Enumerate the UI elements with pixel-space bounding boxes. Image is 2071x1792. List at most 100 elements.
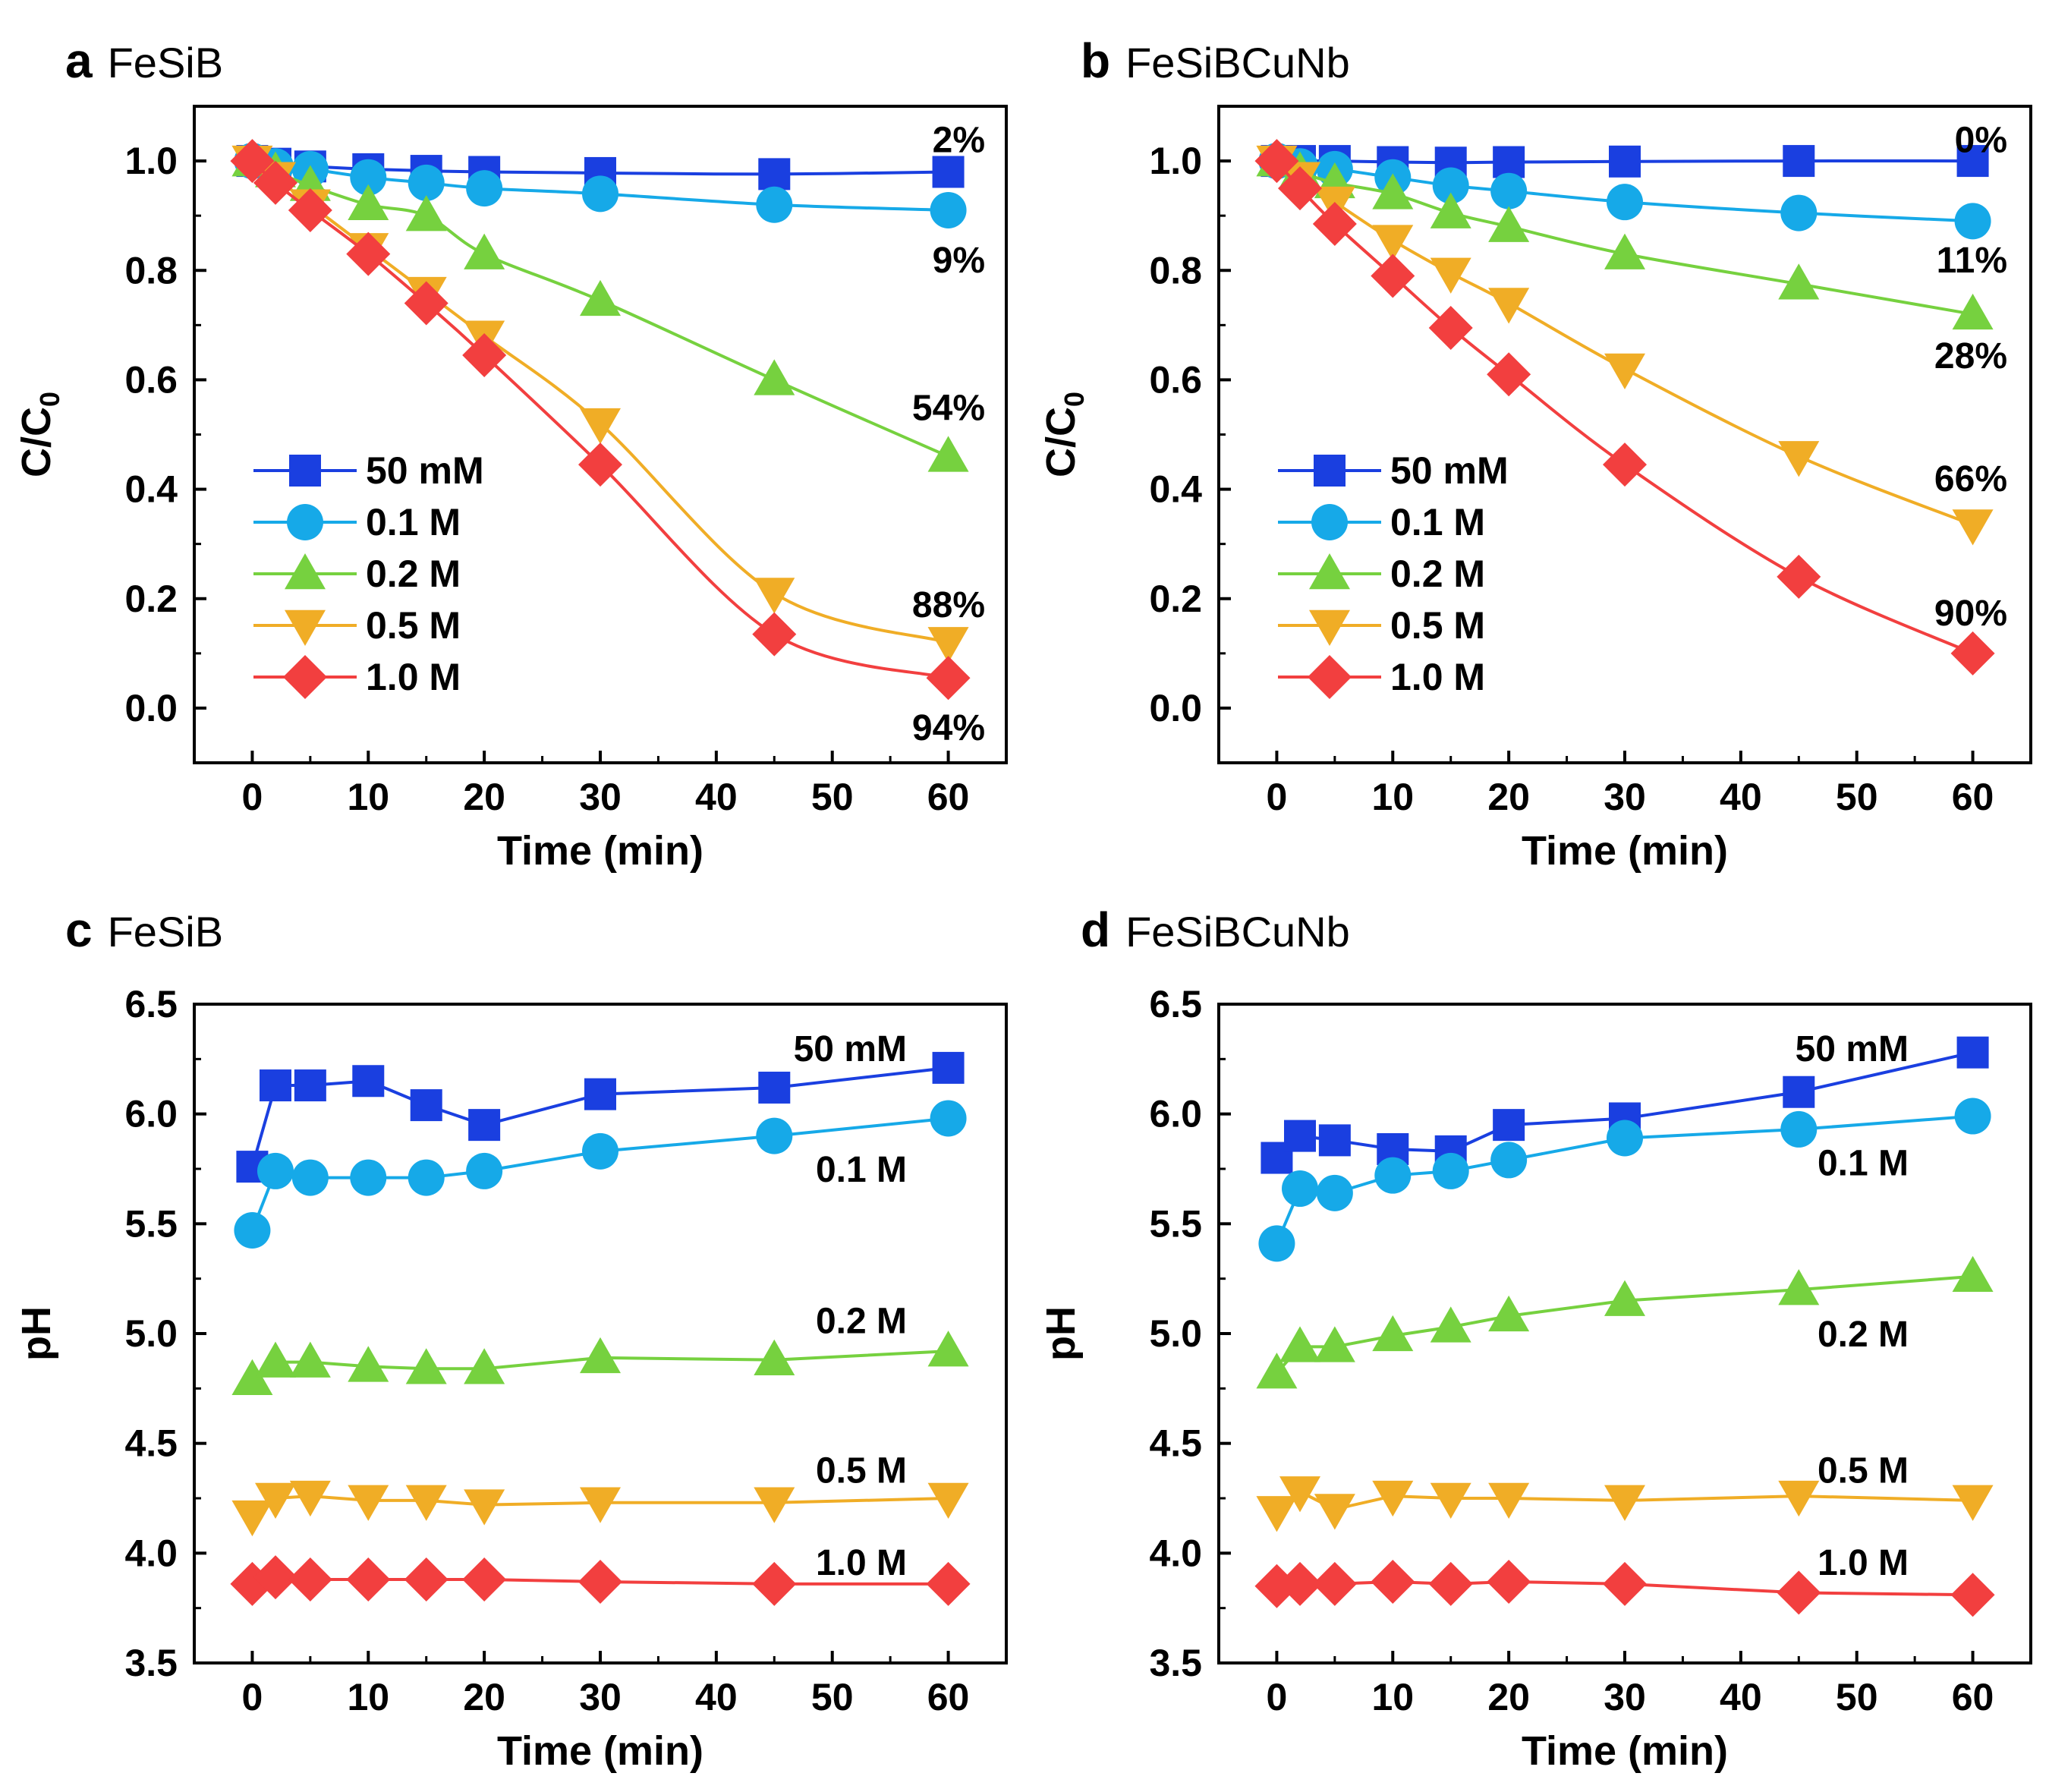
legend-label: 0.2 M <box>366 553 461 595</box>
data-point <box>1604 1485 1645 1521</box>
data-point <box>1278 166 1322 211</box>
annotation: 50 mM <box>794 1029 907 1069</box>
annotation: 0.5 M <box>1818 1450 1909 1491</box>
legend: 50 mM 0.1 M 0.2 M 0.5 M 1.0 M <box>253 449 484 699</box>
data-point <box>1428 305 1473 350</box>
y-tick-label: 4.5 <box>124 1422 178 1465</box>
series-0_1-M <box>234 143 967 228</box>
data-point <box>291 1159 329 1196</box>
data-point <box>1430 192 1471 228</box>
data-point <box>758 158 791 191</box>
data-point <box>1284 1120 1316 1152</box>
legend-label: 1.0 M <box>366 656 461 698</box>
data-point <box>253 1555 297 1600</box>
data-point <box>756 186 793 223</box>
panel-letter: a <box>65 33 93 88</box>
y-tick-label: 6.0 <box>124 1093 178 1135</box>
data-point <box>1780 194 1818 231</box>
series-0_2-M <box>1256 1255 1994 1389</box>
data-point <box>255 1482 296 1519</box>
panel-title: a FeSiB <box>65 33 223 88</box>
data-point <box>466 170 503 207</box>
x-tick-label: 0 <box>242 776 263 818</box>
annotation: 0.2 M <box>816 1302 907 1342</box>
series-0_5-M <box>231 145 969 663</box>
y-tick-label: 0.6 <box>124 358 178 401</box>
x-tick-label: 40 <box>1720 776 1762 818</box>
data-point <box>405 1485 447 1521</box>
x-tick-label: 60 <box>1952 776 1994 818</box>
x-tick-label: 60 <box>1952 1676 1994 1718</box>
series-0_5-M <box>231 1480 969 1537</box>
y-tick-label: 0.8 <box>1149 249 1202 291</box>
y-axis-title-subscript: 0 <box>1059 392 1090 407</box>
x-axis-title: Time (min) <box>497 1728 703 1774</box>
x-tick-label: 10 <box>1371 776 1414 818</box>
legend-marker <box>287 504 323 540</box>
data-point <box>926 656 971 701</box>
data-point <box>1432 1152 1469 1189</box>
x-tick-label: 10 <box>347 776 389 818</box>
legend-label: 50 mM <box>366 449 484 492</box>
data-point <box>1950 631 1995 676</box>
data-point <box>231 1500 273 1537</box>
data-point <box>1956 145 1989 178</box>
data-point <box>1372 225 1414 261</box>
annotation: 9% <box>933 241 985 281</box>
legend-marker <box>285 609 326 646</box>
data-point <box>1314 1494 1355 1530</box>
data-point <box>1777 1570 1821 1615</box>
annotation: 0.1 M <box>816 1150 907 1190</box>
panel-letter: b <box>1081 33 1110 88</box>
data-point <box>754 359 795 395</box>
panel-title-text: FeSiBCuNb <box>1125 908 1350 956</box>
data-point <box>1254 139 1299 184</box>
y-tick-label: 5.0 <box>1149 1312 1202 1355</box>
data-point <box>404 281 449 326</box>
panel-d: d FeSiBCuNb 0 10 20 30 40 50 60 3.5 4.0 4.5 5.0 5.5 6.… <box>1038 902 2032 1774</box>
data-point <box>932 156 965 188</box>
y-tick-label: 4.0 <box>124 1532 178 1574</box>
data-point <box>930 191 967 228</box>
y-tick-label: 0.2 <box>1149 578 1202 620</box>
data-point <box>255 1341 296 1378</box>
data-point <box>1950 1573 1995 1617</box>
series-0_2-M <box>231 1331 969 1396</box>
panel-letter: d <box>1081 902 1110 957</box>
data-point <box>231 1359 273 1396</box>
data-point <box>927 1331 969 1367</box>
data-point <box>1603 442 1647 487</box>
data-point <box>930 1100 967 1137</box>
data-point <box>1783 145 1815 178</box>
data-point <box>462 332 507 377</box>
y-tick-label: 1.0 <box>124 140 178 182</box>
data-point <box>1603 1561 1647 1606</box>
data-point <box>289 1341 331 1378</box>
series-0_1-M <box>1258 1098 1991 1262</box>
data-point <box>464 233 505 269</box>
y-axis-title-subscript: 0 <box>34 392 65 407</box>
series-0_5-M <box>1256 1476 1994 1532</box>
x-tick-label: 30 <box>1604 1676 1646 1718</box>
data-point <box>1487 1559 1531 1604</box>
data-point <box>348 1346 389 1382</box>
data-point <box>578 1559 622 1604</box>
data-point <box>253 160 297 205</box>
x-tick-label: 0 <box>242 1676 263 1718</box>
data-point <box>580 279 621 317</box>
data-point <box>1371 1559 1415 1604</box>
data-point <box>1371 254 1415 298</box>
annotation: 2% <box>933 120 985 160</box>
annotation: 1.0 M <box>816 1543 907 1583</box>
y-tick-label: 0.4 <box>124 468 178 511</box>
data-point <box>1778 1269 1820 1305</box>
y-tick-label: 6.5 <box>1149 983 1202 1025</box>
annotation: 0.5 M <box>816 1450 907 1491</box>
panel-title-text: FeSiB <box>108 39 224 87</box>
y-tick-label: 4.5 <box>1149 1422 1202 1465</box>
data-point <box>1952 1485 1994 1521</box>
panel-letter: c <box>65 902 93 957</box>
data-point <box>1312 201 1357 246</box>
data-point <box>584 1078 616 1110</box>
